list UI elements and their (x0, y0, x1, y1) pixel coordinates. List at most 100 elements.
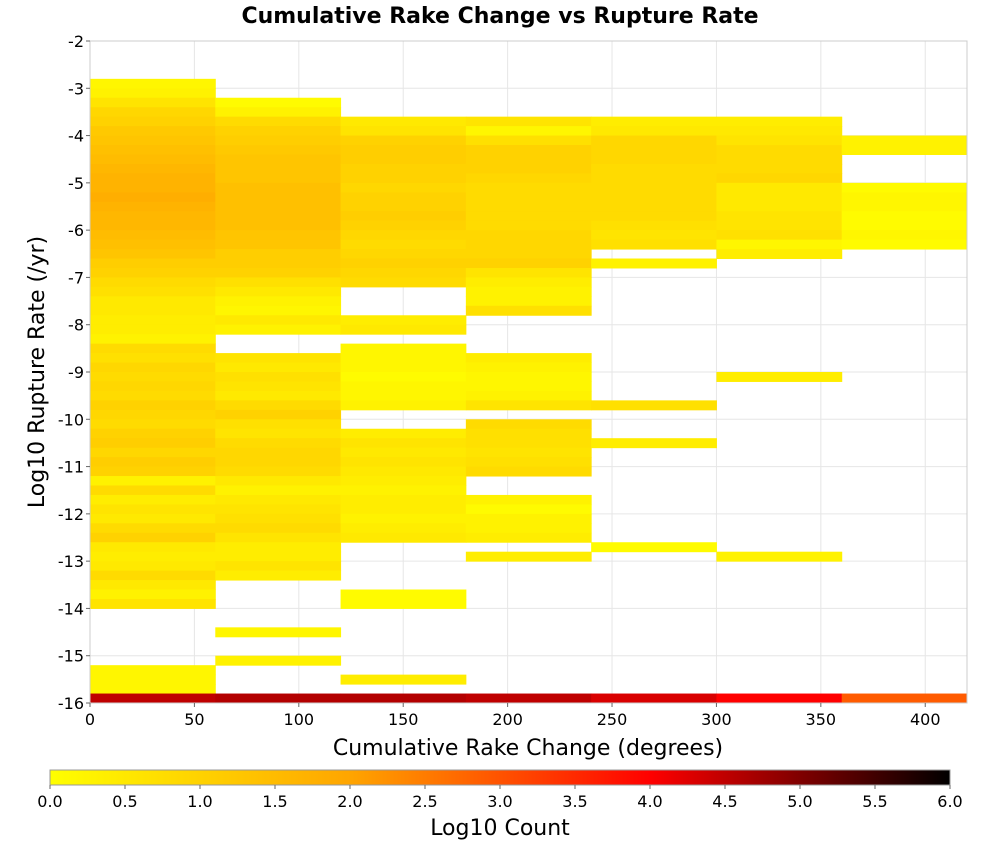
heatmap-cell (340, 353, 467, 364)
heatmap-cell (215, 353, 342, 364)
heatmap-cell (90, 561, 216, 572)
heatmap-cell (90, 230, 216, 241)
heatmap-cell (90, 589, 216, 600)
heatmap-cell (340, 154, 467, 165)
y-tick-label: -5 (68, 174, 84, 193)
heatmap-cell (90, 173, 216, 184)
heatmap-cell (90, 343, 216, 354)
heatmap-cell (340, 145, 467, 155)
heatmap-cell (90, 390, 216, 401)
heatmap-cell (340, 504, 467, 515)
heatmap-cell (465, 419, 592, 430)
heatmap-cell (215, 409, 342, 420)
heatmap-cell (340, 513, 467, 524)
heatmap-cell (591, 173, 717, 184)
heatmap-cell (90, 97, 216, 108)
heatmap-cell (340, 589, 467, 600)
heatmap-cell (716, 249, 843, 260)
heatmap-cell (215, 494, 342, 505)
heatmap-cell (716, 182, 843, 193)
heatmap-cell (716, 173, 843, 184)
heatmap-cell (591, 201, 717, 212)
heatmap-cell (340, 277, 467, 288)
heatmap-cell (215, 296, 342, 307)
heatmap-cell (591, 693, 717, 704)
heatmap-cell (465, 523, 592, 534)
heatmap-cell (465, 428, 592, 439)
heatmap-cell (465, 400, 592, 411)
heatmap-cell (215, 466, 342, 477)
heatmap-cell (716, 211, 843, 222)
y-tick-label: -6 (68, 221, 84, 240)
heatmap-cell (215, 258, 342, 269)
heatmap-cell (465, 182, 592, 193)
x-tick-label: 400 (910, 710, 941, 729)
heatmap-cell (591, 192, 717, 203)
heatmap-cell (340, 532, 467, 543)
heatmap-cell (716, 192, 843, 203)
heatmap-cell (591, 239, 717, 250)
heatmap-cell (90, 684, 216, 695)
heatmap-cell (215, 372, 342, 382)
heatmap-cell (340, 447, 467, 458)
y-tick-label: -14 (58, 599, 84, 618)
heatmap-cell (90, 428, 216, 439)
heatmap-cell (716, 239, 843, 250)
heatmap-cell (90, 88, 216, 99)
heatmap-cell (215, 173, 342, 184)
heatmap-cell (841, 211, 968, 222)
y-tick-label: -7 (68, 268, 84, 287)
heatmap-cell (841, 192, 968, 203)
x-tick-label: 200 (492, 710, 523, 729)
heatmap-cell (465, 390, 592, 401)
heatmap-cell (591, 230, 717, 241)
y-tick-label: -8 (68, 316, 84, 335)
y-tick-label: -12 (58, 505, 84, 524)
heatmap-cell (90, 258, 216, 269)
heatmap-cell (465, 447, 592, 458)
heatmap-cell (215, 390, 342, 401)
heatmap-cell (716, 230, 843, 241)
heatmap-cell (465, 145, 592, 155)
heatmap-cell (716, 551, 843, 562)
x-tick-label: 350 (806, 710, 837, 729)
heatmap-cell (591, 116, 717, 127)
y-tick-label: -4 (68, 127, 84, 146)
x-tick-label: 0 (85, 710, 95, 729)
heatmap-cell (340, 674, 467, 685)
heatmap-cell (465, 249, 592, 260)
heatmap-cell (340, 201, 467, 212)
heatmap-cell (215, 419, 342, 430)
heatmap-cell (340, 173, 467, 184)
heatmap-cell (215, 135, 342, 146)
heatmap-cell (90, 315, 216, 326)
heatmap-cell (340, 220, 467, 231)
heatmap-cell (90, 145, 216, 155)
heatmap-cell (591, 135, 717, 146)
heatmap-cell (465, 438, 592, 449)
heatmap-cell (340, 230, 467, 241)
heatmap-cell (340, 343, 467, 354)
heatmap-cell (90, 381, 216, 392)
heatmap-cell (591, 154, 717, 165)
heatmap-cell (90, 372, 216, 382)
heatmap-cell (841, 230, 968, 241)
y-tick-label: -2 (68, 32, 84, 51)
heatmap-cell (841, 135, 968, 146)
heatmap-cell (340, 362, 467, 373)
heatmap-cell (90, 466, 216, 477)
x-axis-ticks: 0 50 100 150 200 250 300 350 400 (85, 703, 941, 729)
heatmap-cell (215, 532, 342, 543)
heatmap-cell (591, 220, 717, 231)
heatmap-cell (90, 192, 216, 203)
colorbar-tick-label: 1.0 (187, 792, 212, 811)
heatmap-cell (465, 201, 592, 212)
heatmap-cell (90, 324, 216, 335)
heatmap-cell (215, 428, 342, 439)
heatmap-cell (90, 438, 216, 449)
heatmap-cell (340, 249, 467, 260)
heatmap-cell (841, 201, 968, 212)
colorbar-tick-label: 2.0 (337, 792, 362, 811)
colorbar-tick-label: 3.5 (562, 792, 587, 811)
